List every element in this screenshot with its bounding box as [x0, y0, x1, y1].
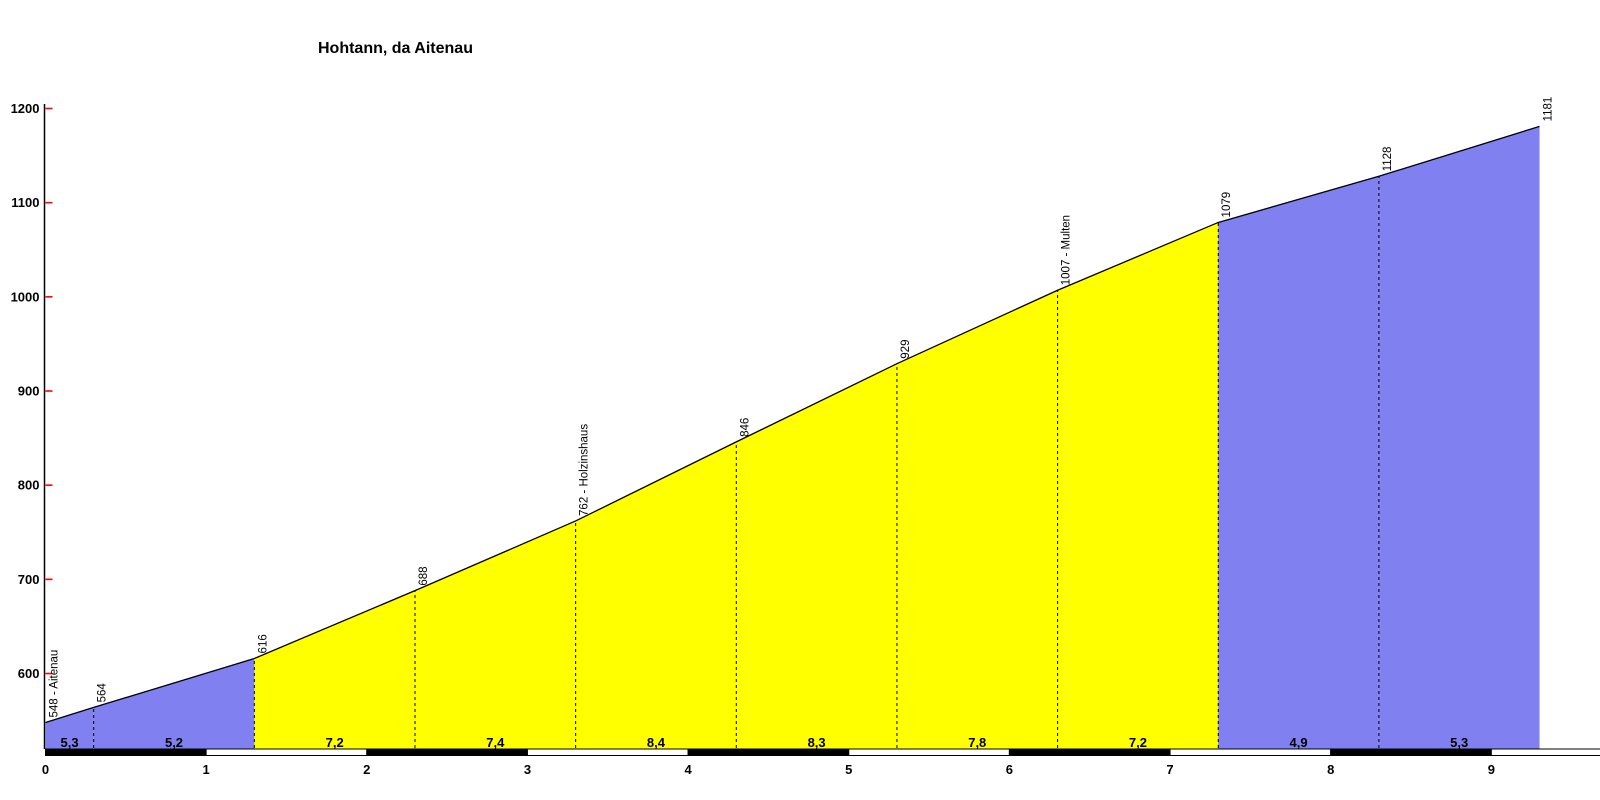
- elevation-point-label: 929: [900, 340, 912, 359]
- segment-area: [736, 363, 897, 749]
- y-axis-tick-label: 600: [18, 666, 40, 681]
- chart-title: Hohtann, da Aitenau: [318, 40, 473, 57]
- gradient-label: 7,2: [326, 735, 344, 750]
- elevation-point-label: 1007 - Multen: [1061, 215, 1073, 285]
- gradient-label: 7,4: [486, 735, 505, 750]
- x-axis-km-label: 4: [684, 762, 692, 777]
- elevation-point-label: 1079: [1221, 192, 1233, 218]
- elevation-point-label: 548 - Aitenau: [49, 650, 61, 718]
- segment-area: [45, 707, 94, 749]
- x-axis-km-label: 1: [203, 762, 210, 777]
- elevation-point-label: 616: [257, 634, 269, 653]
- y-axis-tick-label: 800: [18, 478, 40, 493]
- y-axis-tick-label: 700: [18, 572, 40, 587]
- segment-area: [254, 590, 415, 749]
- y-axis-tick-label: 1000: [11, 289, 40, 304]
- x-axis-km-label: 0: [42, 762, 49, 777]
- y-axis-tick-label: 900: [18, 384, 40, 399]
- x-axis-km-label: 2: [363, 762, 370, 777]
- segment-area: [414, 520, 576, 749]
- gradient-label: 4,9: [1290, 735, 1308, 750]
- elevation-point-label: 846: [739, 418, 751, 437]
- gradient-label: 5,2: [165, 735, 183, 750]
- segment-area: [1378, 126, 1540, 749]
- segment-area: [93, 658, 255, 749]
- elevation-point-label: 1128: [1382, 147, 1394, 172]
- gradient-label: 5,3: [61, 735, 79, 750]
- gradient-label: 5,3: [1450, 735, 1468, 750]
- segment-area: [1218, 176, 1379, 750]
- x-axis-km-label: 9: [1488, 762, 1495, 777]
- x-axis-km-label: 7: [1166, 762, 1173, 777]
- gradient-label: 8,3: [808, 735, 826, 750]
- x-axis-km-label: 5: [845, 762, 852, 777]
- km-bar-segment: [1490, 748, 1600, 756]
- x-axis-km-label: 3: [524, 762, 531, 777]
- gradient-label: 8,4: [647, 735, 666, 750]
- elevation-point-label: 1181: [1543, 97, 1555, 122]
- x-axis-km-label: 6: [1006, 762, 1013, 777]
- y-axis-tick-label: 1100: [11, 195, 39, 210]
- segment-area: [575, 441, 737, 749]
- elevation-point-label: 564: [97, 683, 109, 703]
- segment-area: [1057, 222, 1219, 750]
- elevation-point-label: 688: [418, 566, 430, 585]
- gradient-label: 7,2: [1129, 735, 1147, 750]
- y-axis-tick-label: 1200: [11, 101, 40, 116]
- gradient-label: 7,8: [968, 735, 986, 750]
- x-axis-km-label: 8: [1327, 762, 1334, 777]
- segment-area: [896, 290, 1058, 749]
- elevation-point-label: 762 - Holzinshaus: [579, 424, 591, 516]
- profile-outline: [45, 125, 1540, 724]
